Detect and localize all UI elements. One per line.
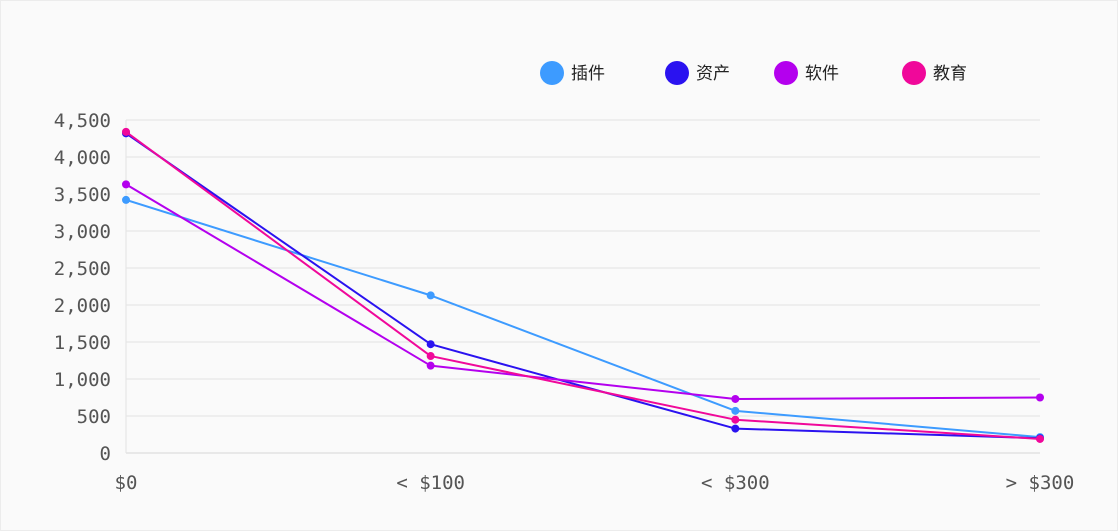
legend-item[interactable]: 插件 xyxy=(540,61,605,85)
data-point[interactable] xyxy=(122,180,130,189)
legend-item[interactable]: 软件 xyxy=(774,61,839,85)
y-tick-label: 500 xyxy=(77,406,111,428)
y-tick-label: 2,500 xyxy=(54,258,111,280)
legend-item[interactable]: 教育 xyxy=(902,61,967,85)
x-tick-label: > $300 xyxy=(1006,472,1075,494)
legend-item[interactable]: 资产 xyxy=(665,61,730,85)
x-tick-label: $0 xyxy=(115,472,138,494)
data-point[interactable] xyxy=(426,361,435,370)
y-tick-label: 1,500 xyxy=(54,332,111,354)
series-line-0 xyxy=(125,198,1041,439)
legend-swatch xyxy=(902,61,926,85)
legend: 插件 资产 软件 教育 xyxy=(540,61,967,85)
y-tick-label: 3,000 xyxy=(54,221,111,243)
gridlines xyxy=(126,119,1040,454)
x-tick-label: < $100 xyxy=(396,472,465,494)
series-line-1 xyxy=(125,132,1041,440)
y-tick-label: 4,500 xyxy=(54,110,111,132)
data-point[interactable] xyxy=(731,415,740,424)
legend-swatch xyxy=(774,61,798,85)
y-tick-label: 3,500 xyxy=(54,184,111,206)
data-point[interactable] xyxy=(731,424,740,433)
series-line-3 xyxy=(125,131,1041,440)
axes: 0 500 1,000 1,500 2,000 2,500 3,000 3,500 4,000 4… xyxy=(54,110,1075,494)
data-point[interactable] xyxy=(426,352,435,361)
legend-swatch xyxy=(540,61,564,85)
y-tick-label: 1,000 xyxy=(54,369,111,391)
legend-label: 教育 xyxy=(933,64,967,84)
y-tick-label: 2,000 xyxy=(54,295,111,317)
data-point[interactable] xyxy=(122,195,130,204)
series-lines xyxy=(122,127,1044,443)
data-point[interactable] xyxy=(426,291,435,300)
legend-label: 资产 xyxy=(696,64,730,84)
data-point[interactable] xyxy=(1036,434,1044,443)
data-point[interactable] xyxy=(426,340,435,349)
y-tick-label: 0 xyxy=(100,443,111,465)
series-line-2 xyxy=(125,183,1041,400)
data-point[interactable] xyxy=(731,394,740,403)
x-tick-label: < $300 xyxy=(701,472,770,494)
legend-swatch xyxy=(665,61,689,85)
data-point[interactable] xyxy=(731,406,740,415)
y-tick-label: 4,000 xyxy=(54,147,111,169)
data-point[interactable] xyxy=(122,127,130,136)
legend-label: 插件 xyxy=(571,64,605,84)
data-point[interactable] xyxy=(1036,393,1044,402)
legend-label: 软件 xyxy=(805,64,839,84)
